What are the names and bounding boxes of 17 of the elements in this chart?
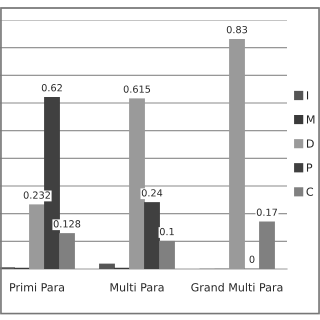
legend-label: M	[306, 115, 314, 124]
data-label: 0.17	[256, 208, 277, 216]
data-label: 0	[250, 256, 254, 263]
data-label: 0.24	[142, 189, 162, 197]
legend-label: P	[306, 164, 312, 172]
x-tick-label: Multi Para	[110, 282, 164, 292]
data-label: 0.83	[226, 26, 248, 34]
legend-label: D	[306, 139, 314, 148]
legend-label: I	[306, 91, 308, 100]
legend-label: C	[306, 187, 314, 196]
x-tick-label: Grand Multi Para	[191, 282, 282, 292]
data-label: 0.128	[54, 220, 80, 228]
x-tick-label: Primi Para	[10, 282, 64, 292]
data-label: 0.62	[42, 84, 62, 92]
data-label: 0.1	[160, 228, 174, 236]
data-label: 0.615	[124, 85, 150, 93]
data-label: 0.232	[24, 191, 50, 199]
